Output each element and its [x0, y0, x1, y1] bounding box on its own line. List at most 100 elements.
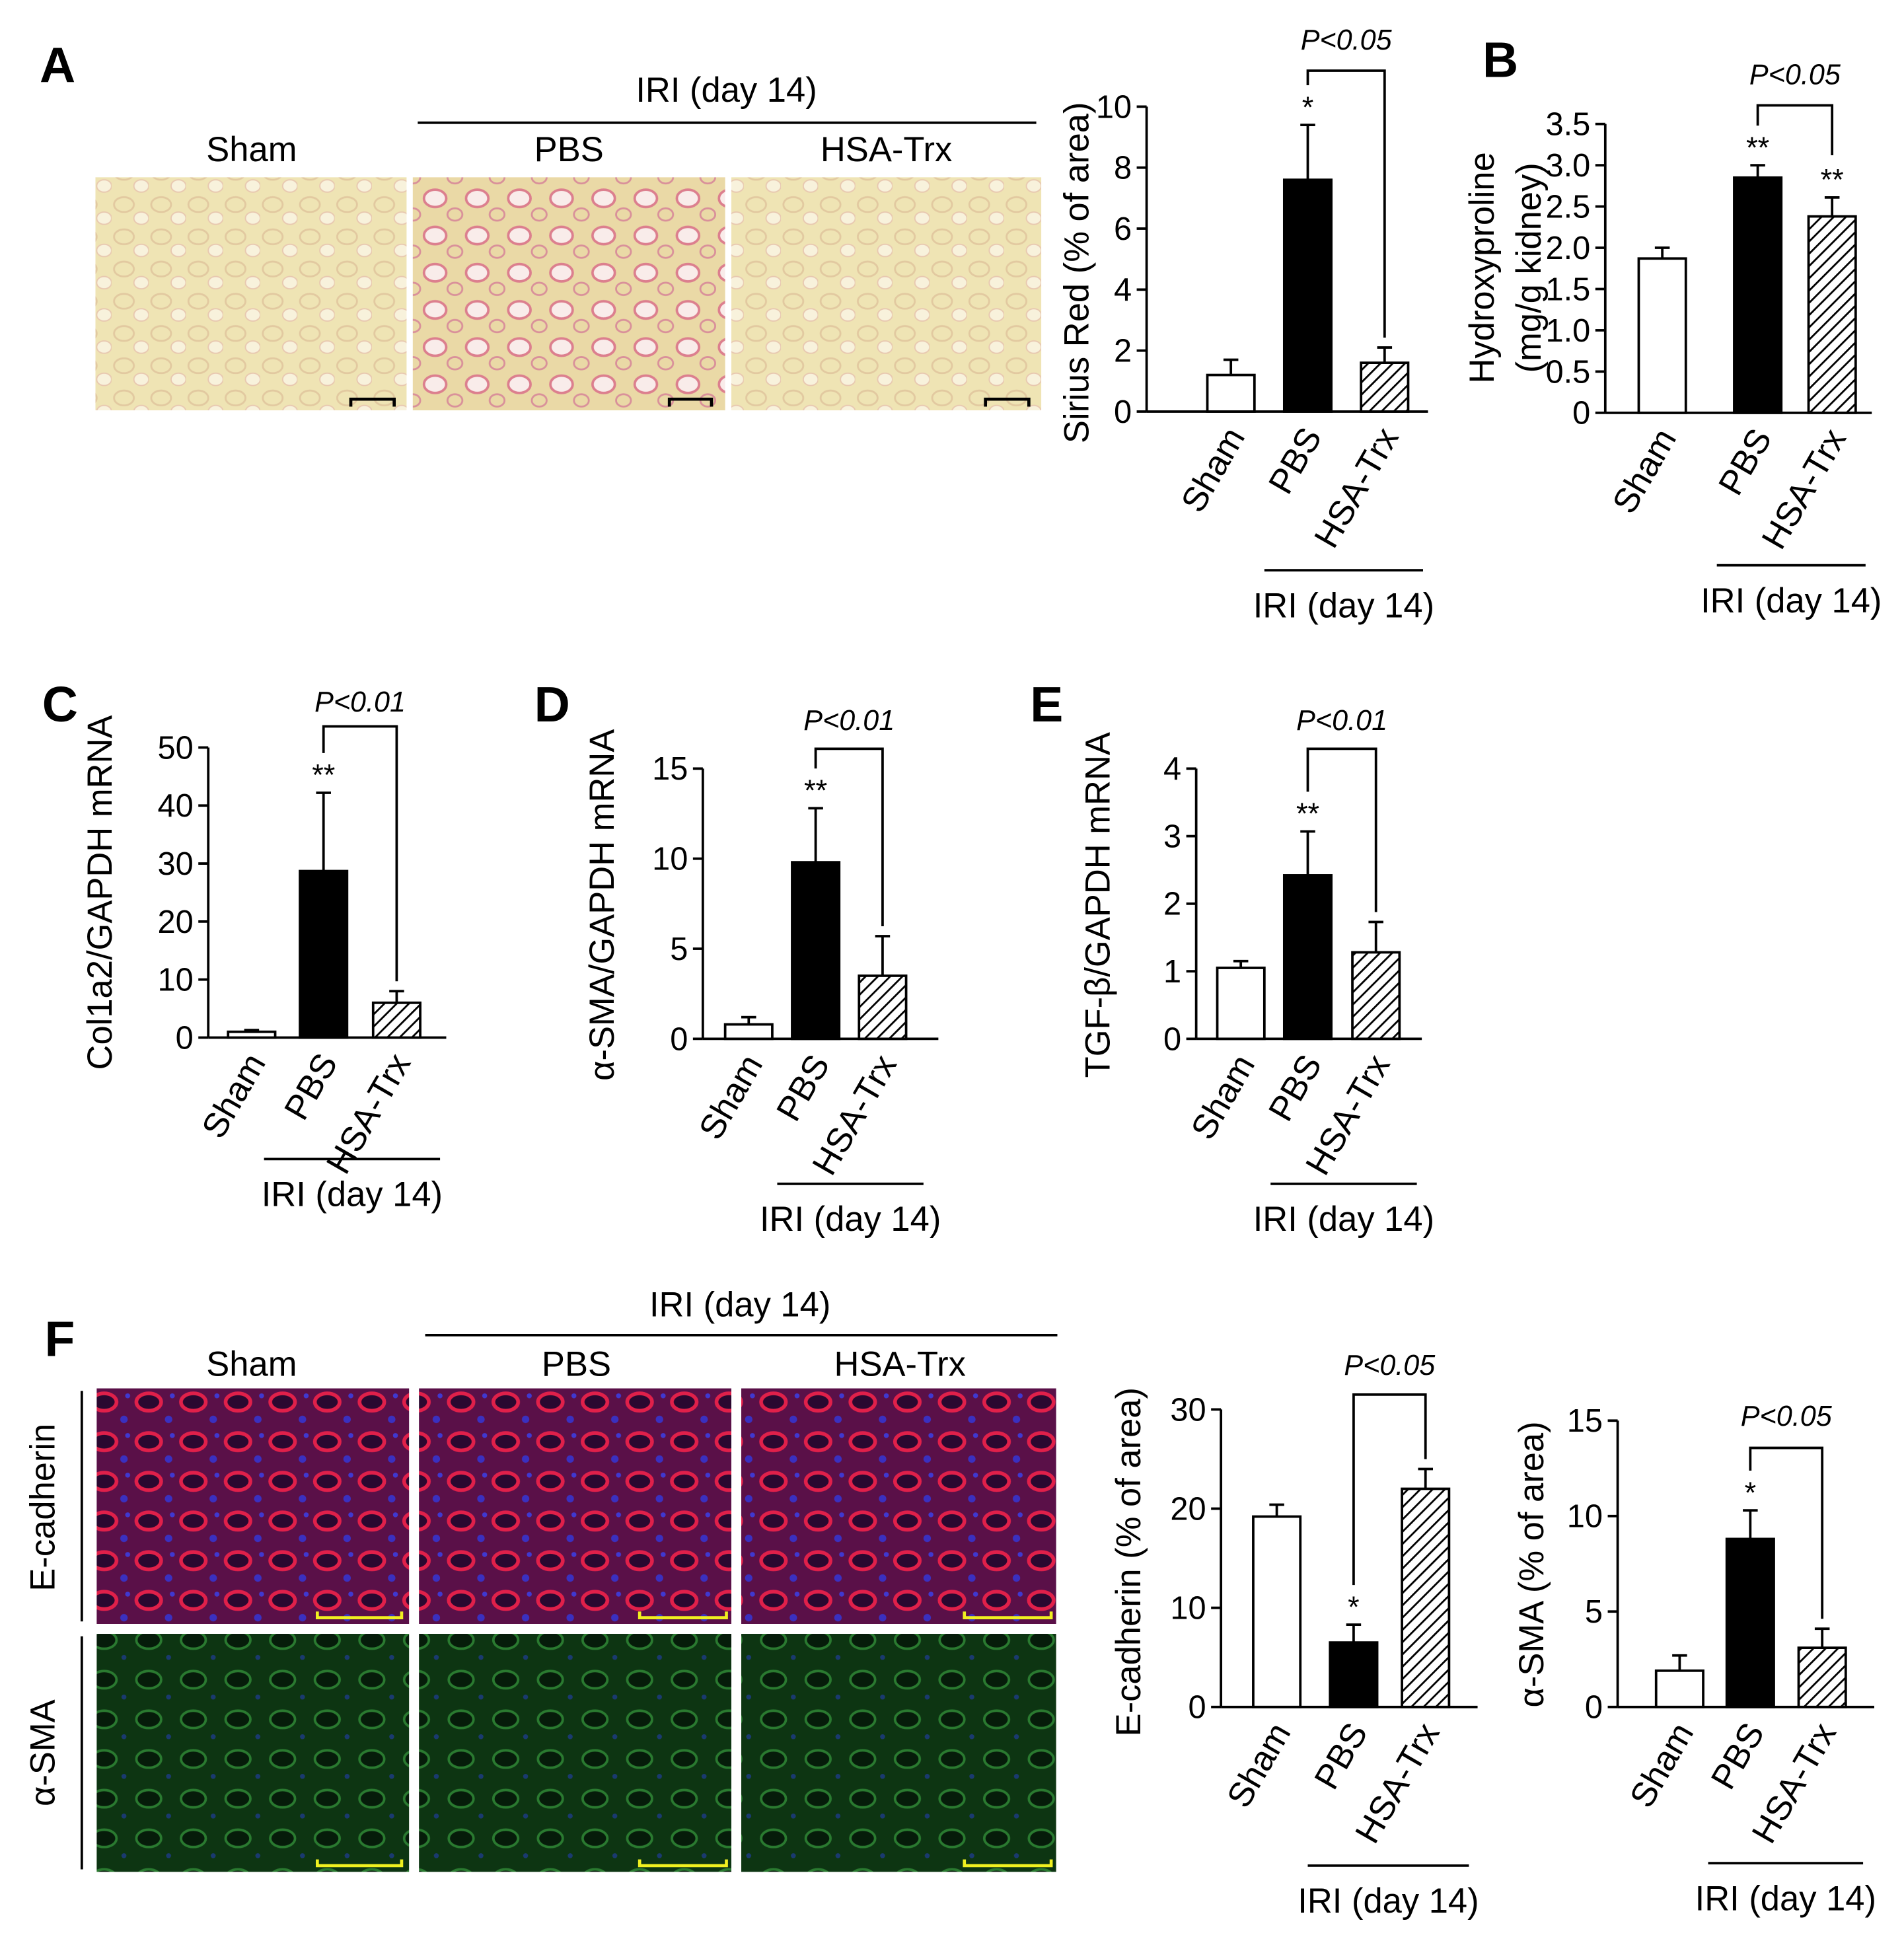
comparison-label: P<0.01 [1296, 705, 1387, 737]
x-tick-label: Sham [1623, 1716, 1702, 1814]
group-label: IRI (day 14) [636, 71, 817, 110]
micrograph [95, 177, 407, 411]
x-tick-label: PBS [1711, 422, 1780, 502]
micrograph [419, 1388, 732, 1624]
significance-star: ** [1821, 163, 1844, 197]
scale-bar [315, 1611, 1053, 1868]
y-tick-label: 0 [1114, 394, 1132, 430]
bar [371, 1001, 421, 1039]
y-tick-label: 30 [157, 846, 193, 882]
error-bar [808, 807, 823, 863]
bar [1329, 1641, 1379, 1708]
y-tick-label: 15 [652, 751, 688, 787]
y-tick-label: 10 [1096, 89, 1132, 125]
scale-bar [349, 397, 1031, 407]
bar [1637, 257, 1687, 414]
bar [723, 1023, 774, 1041]
error-bar [1672, 1654, 1687, 1671]
micrograph [96, 1388, 410, 1624]
column-label: PBS [542, 1345, 611, 1384]
y-tick-label: 6 [1114, 211, 1132, 247]
bar [1654, 1669, 1704, 1708]
comparison-bracket [1749, 1446, 1824, 1619]
group-label: IRI (day 14) [760, 1200, 941, 1239]
panel-letter: A [40, 37, 75, 92]
panel-letter: F [45, 1311, 75, 1367]
row-label: E-cadherin [24, 1424, 63, 1592]
error-bar [1223, 358, 1239, 375]
y-tick-label: 0.5 [1545, 354, 1590, 390]
comparison-bracket [1352, 1393, 1427, 1586]
x-tick-label: PBS [1261, 1048, 1330, 1128]
comparison-label: P<0.05 [1344, 1350, 1436, 1381]
y-axis-label: α-SMA (% of area) [1512, 1421, 1551, 1707]
error-bar [389, 990, 404, 1003]
bar [1725, 1537, 1775, 1708]
y-tick-label: 1.5 [1545, 272, 1590, 307]
y-axis-label: α-SMA/GAPDH mRNA [583, 729, 622, 1081]
error-bar [741, 1015, 756, 1025]
y-tick-label: 10 [157, 963, 193, 998]
error-bar [1814, 1627, 1830, 1648]
error-bar [1418, 1467, 1434, 1489]
micrograph [412, 177, 725, 411]
bar [1282, 874, 1333, 1041]
significance-star: ** [312, 758, 335, 792]
y-tick-label: 50 [157, 730, 193, 766]
y-axis-label: E-cadherin (% of area) [1109, 1387, 1148, 1736]
bar [1401, 1487, 1451, 1708]
x-tick-label: Sham [1183, 1048, 1263, 1146]
y-tick-label: 4 [1114, 272, 1132, 308]
bar [227, 1030, 277, 1039]
y-tick-label: 2.0 [1545, 231, 1590, 266]
comparison-label: P<0.01 [314, 686, 406, 718]
y-axis-label: TGF-β/GAPDH mRNA [1078, 732, 1117, 1078]
panel-letter: E [1030, 677, 1063, 732]
bar [858, 974, 908, 1041]
group-label: IRI (day 14) [649, 1286, 830, 1325]
error-bar [875, 935, 891, 976]
y-tick-label: 0 [1163, 1021, 1181, 1057]
column-label: HSA-Trx [821, 130, 952, 169]
y-axis-label: Hydroxyproline [1463, 152, 1502, 383]
error-bar [1269, 1503, 1284, 1517]
x-tick-label: Sham [1220, 1716, 1299, 1814]
y-tick-label: 0 [1189, 1690, 1206, 1726]
x-tick-label: PBS [1307, 1716, 1375, 1796]
comparison-label: P<0.05 [1301, 24, 1393, 56]
y-tick-label: 3 [1163, 819, 1181, 854]
micrograph [419, 1634, 732, 1872]
y-tick-label: 2.5 [1545, 189, 1590, 225]
y-tick-label: 1.0 [1545, 313, 1590, 349]
bar [1807, 215, 1857, 414]
comparison-bracket [322, 725, 398, 982]
panel-letter: C [42, 677, 78, 732]
significance-star: * [1745, 1476, 1757, 1510]
y-tick-label: 2 [1114, 334, 1132, 369]
column-label: PBS [534, 130, 604, 169]
significance-star: ** [1746, 131, 1769, 165]
x-tick-label: Sham [1605, 422, 1684, 520]
significance-star: * [1348, 1590, 1360, 1624]
y-tick-label: 20 [157, 904, 193, 940]
error-bar [1300, 830, 1315, 875]
bar [1252, 1515, 1302, 1708]
x-tick-label: PBS [769, 1048, 838, 1128]
y-tick-label: 5 [670, 932, 688, 967]
bar [1216, 967, 1266, 1041]
y-axis-label: Sirius Red (% of area) [1057, 102, 1096, 444]
comparison-bracket [1756, 104, 1834, 156]
error-bar [1368, 920, 1383, 953]
y-tick-label: 0 [176, 1020, 194, 1056]
x-tick-label: Sham [692, 1048, 771, 1146]
comparison-label: P<0.05 [1749, 59, 1841, 91]
y-tick-label: 10 [652, 842, 688, 877]
bar [1360, 361, 1410, 413]
panel-letter: B [1483, 32, 1518, 87]
micrograph [731, 177, 1042, 411]
y-tick-label: 2 [1163, 887, 1181, 922]
group-label: IRI (day 14) [1253, 586, 1434, 625]
error-bar [1824, 196, 1840, 217]
column-label: Sham [206, 130, 297, 169]
